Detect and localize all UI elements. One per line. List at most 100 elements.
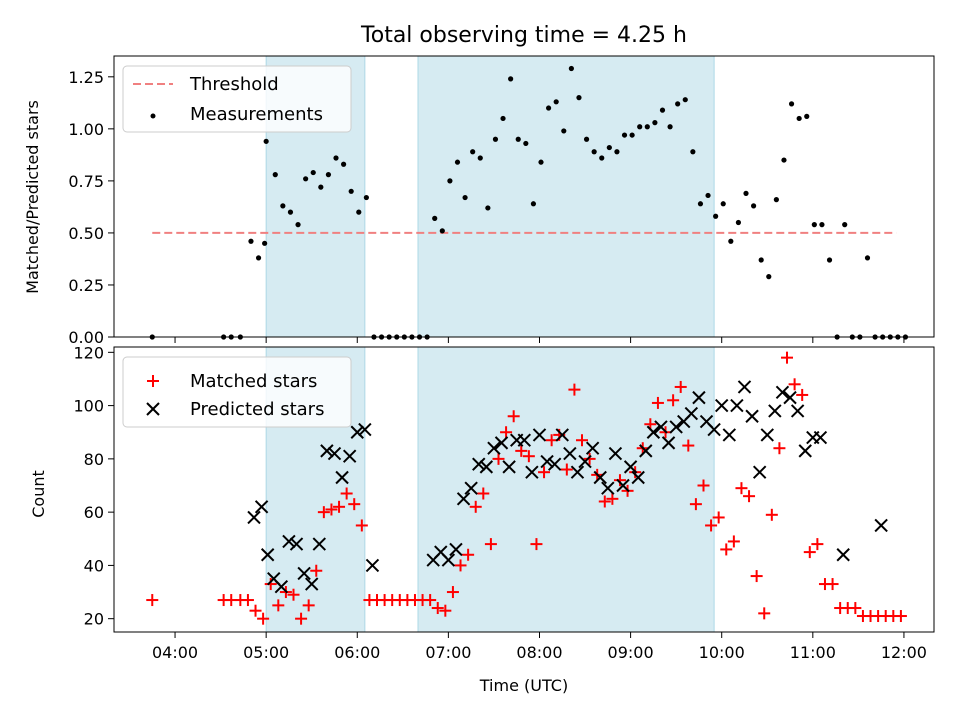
matched-star-point	[507, 410, 520, 423]
measurement-point	[758, 257, 764, 263]
measurement-point	[819, 222, 825, 228]
measurement-point	[735, 219, 742, 226]
matched-star-point	[894, 610, 907, 623]
measurement-point	[432, 215, 438, 221]
matched-star-point	[302, 599, 315, 612]
matched-star-point	[743, 490, 756, 503]
predicted-star-point	[760, 428, 774, 442]
predicted-star-point	[639, 444, 653, 458]
predicted-star-point	[517, 433, 532, 447]
ratio-x-ticks	[174, 337, 905, 343]
matched-star-point	[538, 466, 551, 479]
measurement-point	[477, 155, 483, 161]
predicted-star-point	[570, 465, 585, 479]
measurement-point	[538, 159, 544, 165]
matched-star-point	[272, 599, 285, 612]
measurement-point	[310, 169, 316, 176]
matched-star-point	[446, 586, 459, 599]
predicted-star-point	[631, 470, 645, 485]
predicted-star-point	[342, 449, 357, 463]
matched-star-point	[568, 383, 581, 396]
matched-star-point	[705, 519, 718, 532]
predicted-star-point	[350, 425, 364, 439]
measurement-point	[262, 240, 268, 246]
matched-star-point	[606, 492, 619, 505]
predicted-star-point	[464, 481, 478, 495]
matched-star-point	[796, 388, 809, 401]
measurement-point	[363, 194, 369, 201]
predicted-star-point	[487, 441, 501, 455]
matched-star-point	[758, 607, 771, 620]
predicted-star-point	[365, 558, 380, 573]
measurement-point	[447, 178, 453, 184]
predicted-star-point	[593, 470, 607, 485]
x-tick-label: 10:00	[699, 643, 745, 662]
matched-star-point	[515, 444, 528, 457]
measurement-point	[637, 124, 643, 130]
matched-star-point	[325, 503, 338, 516]
measurement-point	[652, 120, 658, 126]
predicted-star-point	[525, 465, 539, 479]
predicted-star-point	[745, 409, 759, 423]
matched-star-point	[287, 588, 300, 601]
x-tick-label: 06:00	[334, 643, 380, 662]
measurement-point	[500, 115, 506, 122]
predicted-star-point	[730, 398, 744, 413]
predicted-star-point	[669, 420, 683, 434]
observing-interval-2	[417, 55, 715, 338]
matched-star-point	[788, 378, 801, 391]
observing-interval-2	[417, 346, 715, 633]
y-tick-label: 1.00	[68, 120, 104, 139]
matched-star-point	[689, 498, 702, 511]
measurement-point	[272, 172, 278, 178]
matched-star-point	[781, 351, 794, 364]
measurement-point	[720, 201, 726, 207]
matched-star-point	[735, 482, 748, 495]
legend-threshold-label: Threshold	[189, 74, 279, 95]
measurement-point	[576, 95, 582, 101]
measurement-point	[675, 101, 681, 107]
measurement-point	[485, 205, 491, 211]
count-legend: Matched stars Predicted stars	[122, 356, 352, 428]
measurement-point	[842, 222, 848, 228]
measurement-point	[621, 132, 628, 138]
predicted-star-point	[247, 510, 261, 525]
x-tick-label: 07:00	[425, 643, 471, 662]
count-axes-frame	[113, 346, 935, 633]
predicted-star-point	[335, 470, 349, 485]
measurement-point	[287, 209, 294, 215]
matched-star-point	[522, 450, 535, 463]
matched-star-point	[264, 578, 277, 591]
ratio-legend-box	[122, 65, 352, 133]
predicted-star-point	[297, 566, 311, 581]
measurement-point	[690, 149, 696, 155]
measurement-point	[546, 105, 552, 111]
measurement-point	[826, 257, 833, 263]
measurement-point	[705, 192, 711, 199]
x-tick-label: 05:00	[243, 643, 289, 662]
measurement-point	[811, 222, 817, 228]
measurement-point	[280, 203, 286, 209]
predicted-star-point	[715, 398, 729, 413]
matched-star-point	[849, 602, 862, 615]
measurement-point	[255, 255, 262, 261]
matched-star-point	[826, 578, 839, 591]
matched-star-point	[317, 506, 330, 519]
measurement-point	[470, 149, 476, 155]
matched-star-point	[469, 500, 482, 513]
predicted-star-point	[768, 404, 782, 418]
measurement-point	[325, 172, 332, 178]
measurement-point	[523, 140, 529, 147]
predicted-star-point	[654, 420, 668, 434]
predicted-star-point	[502, 460, 516, 474]
ratio-legend: Threshold Measurements	[122, 65, 352, 133]
matched-star-point	[583, 452, 596, 465]
predicted-star-point	[661, 436, 676, 450]
predicted-star-point	[608, 446, 623, 461]
predicted-star-point	[874, 518, 888, 533]
x-tick-label: 12:00	[881, 643, 927, 662]
measurement-point	[341, 161, 347, 167]
matched-star-point	[424, 594, 437, 607]
matched-star-point	[750, 570, 763, 583]
predicted-star-point	[601, 481, 615, 495]
